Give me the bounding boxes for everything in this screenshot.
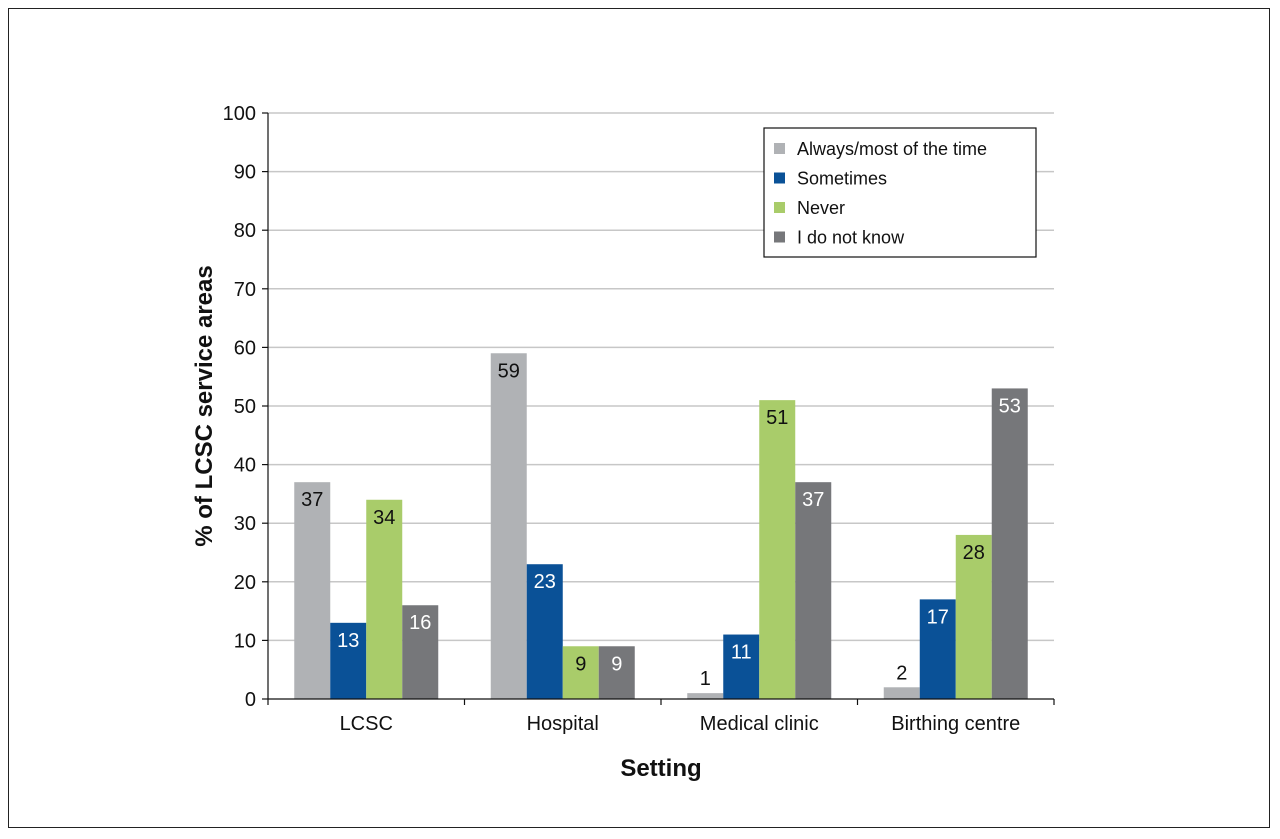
bar <box>598 646 635 699</box>
y-tick-label: 100 <box>223 103 256 125</box>
y-tick-label: 80 <box>234 220 256 242</box>
data-label: 16 <box>409 612 431 634</box>
chart-frame <box>8 8 1270 828</box>
bar <box>723 634 760 699</box>
axes <box>262 112 1055 705</box>
legend: Always/most of the time Sometimes Never I d… <box>763 127 1037 258</box>
y-tick-label: 90 <box>234 162 256 184</box>
x-axis-title: Setting <box>620 755 701 782</box>
bar <box>883 687 920 699</box>
bar <box>366 499 403 699</box>
data-label: 17 <box>927 606 949 628</box>
y-tick-label: 60 <box>234 337 256 359</box>
y-axis-title: % of LCSC service areas <box>191 265 218 546</box>
bar <box>402 605 439 699</box>
bar <box>919 599 956 699</box>
y-tick-label: 40 <box>234 455 256 477</box>
bar <box>490 353 527 699</box>
x-category-label: Medical clinic <box>700 713 819 735</box>
bar <box>330 622 367 699</box>
y-tick-label: 0 <box>245 689 256 711</box>
y-tick-label: 30 <box>234 513 256 535</box>
y-tick-label: 50 <box>234 396 256 418</box>
data-label: 37 <box>802 489 824 511</box>
data-label: 51 <box>766 407 788 429</box>
bar <box>795 482 832 699</box>
x-category-labels: LCSC Hospital Medical clinic Birthing centr… <box>340 713 1021 735</box>
bar <box>955 534 992 699</box>
data-label: 34 <box>373 507 395 529</box>
data-label: 23 <box>534 571 556 593</box>
bars <box>294 353 1028 699</box>
legend-label: I do not know <box>797 228 905 248</box>
y-tick-label: 70 <box>234 279 256 301</box>
legend-label: Always/most of the time <box>797 139 987 159</box>
bar <box>687 693 724 699</box>
data-label: 2 <box>896 662 907 684</box>
legend-swatch <box>774 231 785 243</box>
x-category-label: Birthing centre <box>891 713 1020 735</box>
legend-label: Sometimes <box>797 169 887 189</box>
data-label: 11 <box>731 642 752 664</box>
legend-label: Never <box>797 198 845 218</box>
legend-swatch <box>774 143 785 154</box>
x-category-label: Hospital <box>527 713 599 735</box>
y-tick-labels: 0 10 20 30 40 50 60 70 80 90 100 <box>223 103 256 711</box>
bar <box>759 400 796 699</box>
legend-box <box>763 127 1037 258</box>
bar <box>294 482 331 699</box>
data-label: 28 <box>963 542 985 564</box>
y-tick-label: 10 <box>234 630 256 652</box>
legend-swatch <box>774 202 785 213</box>
bar <box>991 388 1028 699</box>
data-label: 59 <box>498 360 520 382</box>
data-label: 37 <box>301 489 323 511</box>
data-label: 53 <box>999 395 1021 417</box>
legend-swatch <box>774 172 785 184</box>
bar <box>526 564 563 699</box>
y-tick-label: 20 <box>234 572 256 594</box>
data-label: 13 <box>337 630 359 652</box>
data-label: 1 <box>700 668 711 690</box>
bar <box>562 646 599 699</box>
x-category-label: LCSC <box>340 713 393 735</box>
data-label: 9 <box>575 653 586 675</box>
data-labels: 37 59 1 2 13 23 11 17 34 9 51 28 16 9 37 53 <box>301 360 1021 690</box>
data-label: 9 <box>611 653 622 675</box>
